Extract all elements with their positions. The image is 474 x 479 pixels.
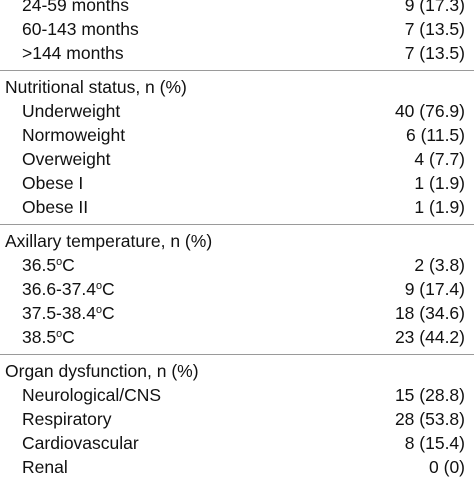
- row-value: 1 (1.9): [414, 173, 465, 193]
- table-row: Overweight 4 (7.7): [0, 147, 474, 171]
- row-value: 9 (17.3): [404, 0, 465, 15]
- row-label: 36.5oC: [22, 253, 75, 277]
- table-row: Respiratory 28 (53.8): [0, 407, 474, 431]
- row-value: 8 (15.4): [404, 433, 465, 453]
- row-label: Neurological/CNS: [22, 385, 162, 405]
- row-value: 0 (0): [429, 457, 465, 477]
- section-header-row: Axillary temperature, n (%): [0, 229, 474, 253]
- section-label: Nutritional status, n (%): [5, 77, 187, 97]
- degree-symbol: o: [95, 280, 102, 293]
- table-row: Renal 0 (0): [0, 455, 474, 479]
- table-row: 37.5-38.4oC 18 (34.6): [0, 301, 474, 325]
- row-label: 36.6-37.4oC: [22, 277, 115, 301]
- row-value: 7 (13.5): [404, 19, 465, 39]
- row-label: 37.5-38.4oC: [22, 301, 115, 325]
- row-value: 28 (53.8): [394, 409, 465, 429]
- table-row: 38.5oC 23 (44.2): [0, 325, 474, 349]
- row-value: 6 (11.5): [405, 125, 465, 145]
- section-divider: [0, 70, 474, 71]
- table-row: 24-59 months 9 (17.3): [0, 0, 474, 17]
- degree-symbol: o: [56, 256, 63, 269]
- row-value: 7 (13.5): [404, 43, 465, 63]
- row-value: 9 (17.4): [404, 279, 465, 299]
- row-value: 2 (3.8): [414, 255, 465, 275]
- temperature-unit: C: [62, 255, 75, 275]
- table-row: Obese II 1 (1.9): [0, 195, 474, 219]
- section-divider: [0, 354, 474, 355]
- table-row: Obese I 1 (1.9): [0, 171, 474, 195]
- row-label: Underweight: [22, 101, 121, 121]
- table-row: 60-143 months 7 (13.5): [0, 17, 474, 41]
- row-label: Overweight: [22, 149, 111, 169]
- table-row: >144 months 7 (13.5): [0, 41, 474, 65]
- temperature-value: 36.6-37.4: [22, 279, 96, 299]
- table-row: 36.5oC 2 (3.8): [0, 253, 474, 277]
- row-value: 18 (34.6): [394, 303, 465, 323]
- temperature-unit: C: [62, 327, 75, 347]
- row-label: Obese I: [22, 173, 84, 193]
- row-label: 60-143 months: [22, 19, 139, 39]
- table-row: Cardiovascular 8 (15.4): [0, 431, 474, 455]
- row-label: 24-59 months: [22, 0, 130, 15]
- row-label: >144 months: [22, 43, 124, 63]
- temperature-unit: C: [101, 303, 115, 323]
- section-header-row: Organ dysfunction, n (%): [0, 359, 474, 383]
- table-row: Normoweight 6 (11.5): [0, 123, 474, 147]
- row-value: 40 (76.9): [394, 101, 465, 121]
- temperature-value: 37.5-38.4: [22, 303, 96, 323]
- row-value: 15 (28.8): [394, 385, 465, 405]
- section-label: Axillary temperature, n (%): [5, 231, 213, 251]
- table-row: 36.6-37.4oC 9 (17.4): [0, 277, 474, 301]
- row-label: Obese II: [22, 197, 89, 217]
- row-label: Respiratory: [22, 409, 112, 429]
- section-label: Organ dysfunction, n (%): [5, 361, 199, 381]
- row-label: Cardiovascular: [22, 433, 139, 453]
- section-header-row: Nutritional status, n (%): [0, 75, 474, 99]
- row-value: 1 (1.9): [414, 197, 465, 217]
- table-row: Neurological/CNS 15 (28.8): [0, 383, 474, 407]
- table-row: Underweight 40 (76.9): [0, 99, 474, 123]
- temperature-value: 38.5: [22, 327, 57, 347]
- section-divider: [0, 224, 474, 225]
- degree-symbol: o: [95, 304, 102, 317]
- row-label: Normoweight: [22, 125, 126, 145]
- temperature-unit: C: [101, 279, 115, 299]
- degree-symbol: o: [56, 328, 63, 341]
- temperature-value: 36.5: [22, 255, 57, 275]
- row-value: 4 (7.7): [414, 149, 465, 169]
- row-label: 38.5oC: [22, 325, 75, 349]
- row-label: Renal: [22, 457, 68, 477]
- row-value: 23 (44.2): [394, 327, 465, 347]
